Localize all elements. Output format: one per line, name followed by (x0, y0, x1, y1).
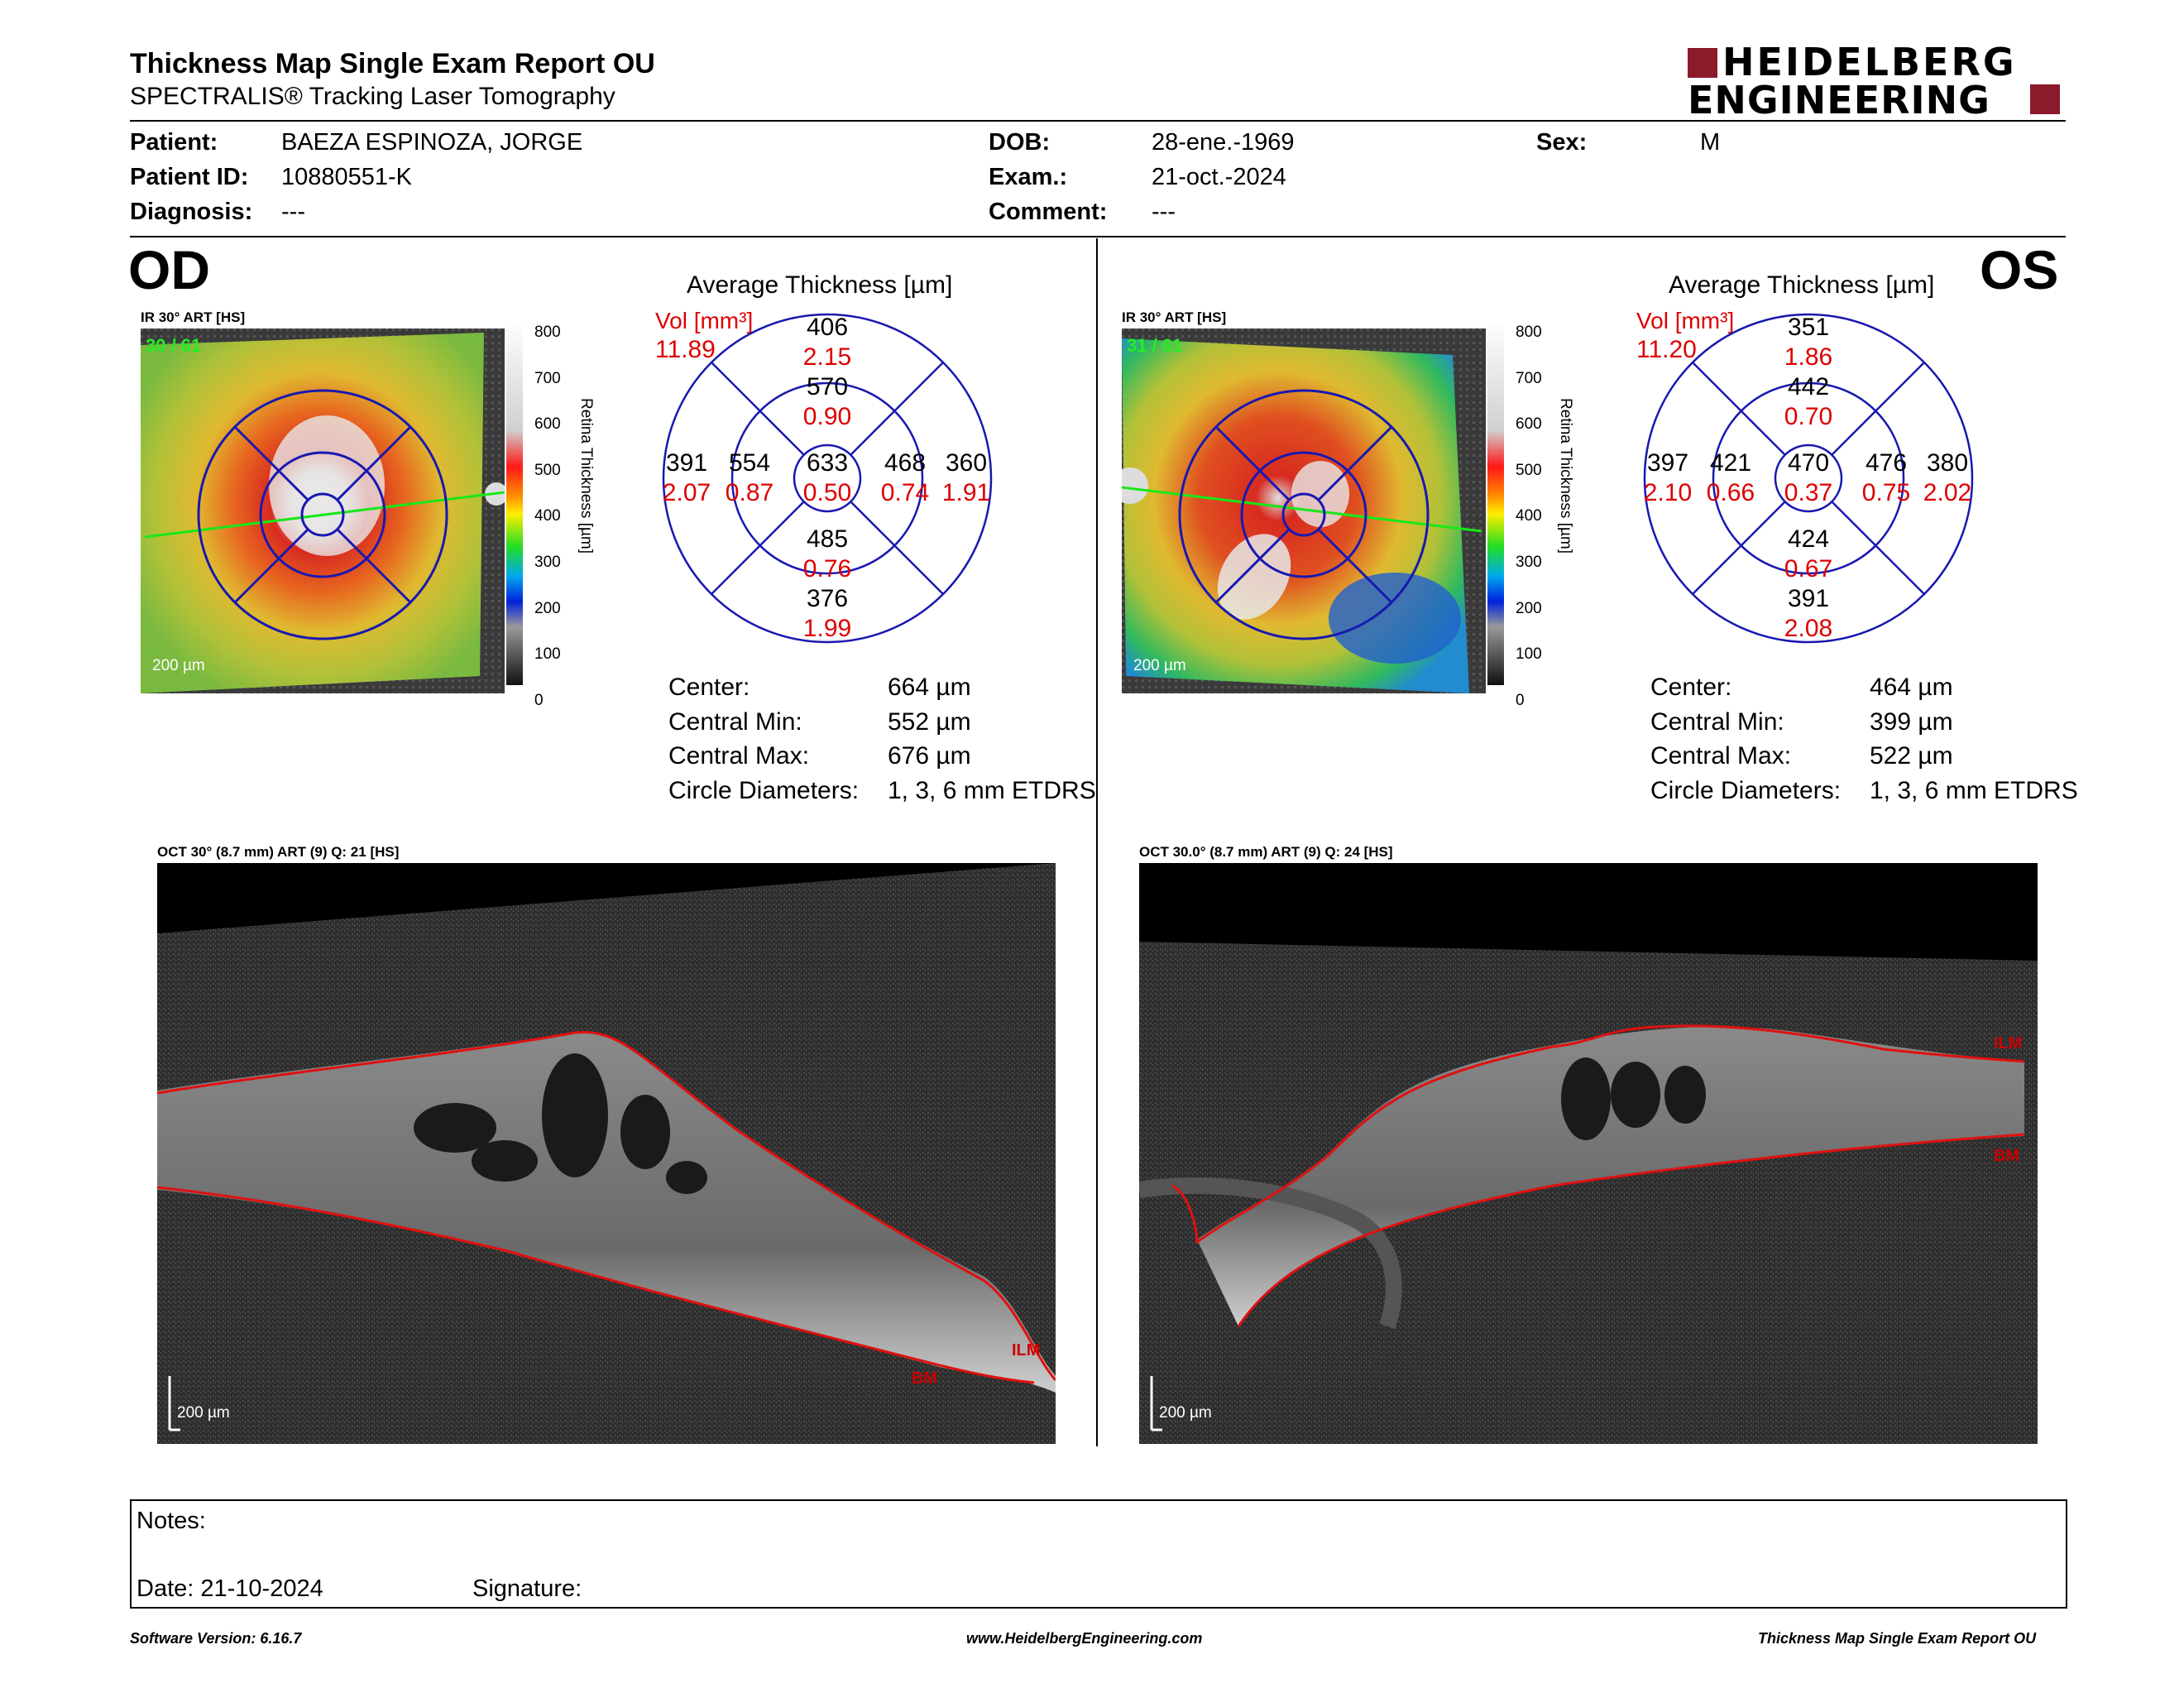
dob: 28-ene.-1969 (1152, 129, 1295, 156)
thickness-map-os: 31 / 61 200 µm (1122, 328, 1486, 693)
notes-box[interactable]: Notes: Date: 21-10-2024 Signature: (130, 1499, 2067, 1609)
ir-label-od: IR 30° ART [HS] (141, 309, 246, 325)
footer-website[interactable]: www.HeidelbergEngineering.com (966, 1630, 1203, 1647)
vol-total-od: 11.89 (655, 336, 716, 363)
logo-square-icon (2030, 84, 2060, 114)
oct-label-os: OCT 30.0° (8.7 mm) ART (9) Q: 24 [HS] (1139, 844, 1393, 860)
heidelberg-logo: HEIDELBERG ENGINEERING (1688, 40, 2068, 122)
footer-software-version: Software Version: 6.16.7 (130, 1630, 302, 1647)
oct-scale-bar-os: 200 µm (1159, 1404, 1212, 1422)
vol-label-os: Vol [mm³] (1636, 308, 1735, 333)
logo-square-icon (1688, 48, 1717, 78)
colorbar-axis-label-od: Retina Thickness [µm] (577, 398, 595, 554)
colorbar-od (506, 321, 523, 685)
oct-bscan-os: ILM BM 200 µm (1139, 863, 2038, 1444)
date-label: Date: 21-10-2024 (136, 1575, 323, 1602)
eye-label-od: OD (128, 239, 210, 300)
notes-label: Notes: (136, 1508, 206, 1534)
colorbar-ticks-os: 800 700 600 500 400 300 200 100 0 (1516, 324, 1542, 709)
ilm-label-od: ILM (1012, 1341, 1041, 1360)
avg-thickness-title-od: Average Thickness [µm] (687, 271, 953, 299)
frame-counter-os: 31 / 61 (1127, 335, 1183, 356)
etdrs-grid-od: 406 2.15 570 0.90 391 2.07 554 0.87 633 0.50 … (662, 313, 993, 644)
stats-values-od: 664 µm 552 µm 676 µm 1, 3, 6 mm ETDRS (888, 674, 1096, 804)
bm-label-os: BM (1994, 1147, 2020, 1165)
report-subtitle: SPECTRALIS® Tracking Laser Tomography (130, 83, 615, 110)
thickness-map-od: 30 / 61 200 µm (141, 328, 505, 693)
stats-values-os: 464 µm 399 µm 522 µm 1, 3, 6 mm ETDRS (1870, 674, 2078, 804)
footer-report-name: Thickness Map Single Exam Report OU (1758, 1630, 2037, 1647)
center-divider (1096, 238, 1098, 1446)
ir-label-os: IR 30° ART [HS] (1122, 309, 1227, 325)
divider (130, 236, 2066, 237)
scale-bar-od: 200 µm (152, 657, 205, 674)
stats-labels-os: Center: Central Min: Central Max: Circle Di… (1650, 674, 1842, 804)
signature-label: Signature: (472, 1575, 582, 1602)
vol-total-os: 11.20 (1636, 336, 1697, 363)
patient-name: BAEZA ESPINOZA, JORGE (281, 129, 583, 156)
colorbar-ticks-od: 800 700 600 500 400 300 200 100 0 (534, 324, 561, 709)
oct-bscan-od: ILM BM 200 µm (157, 863, 1056, 1444)
scale-bar-os: 200 µm (1133, 657, 1186, 674)
ilm-label-os: ILM (1994, 1034, 2023, 1053)
oct-label-od: OCT 30° (8.7 mm) ART (9) Q: 21 [HS] (157, 844, 400, 860)
frame-counter-od: 30 / 61 (146, 335, 202, 356)
sex: M (1700, 129, 1721, 156)
avg-thickness-title-os: Average Thickness [µm] (1669, 271, 1935, 299)
exam-date: 21-oct.-2024 (1152, 164, 1286, 190)
etdrs-grid-os: 351 1.86 442 0.70 397 2.10 421 0.66 470 0.37 … (1643, 313, 1974, 644)
diagnosis: --- (281, 199, 305, 225)
vol-label-od: Vol [mm³] (655, 308, 754, 333)
patient-id: 10880551-K (281, 164, 413, 190)
oct-scale-bar-od: 200 µm (177, 1404, 230, 1422)
divider (130, 120, 2066, 122)
bm-label-od: BM (912, 1369, 938, 1388)
colorbar-os (1487, 321, 1504, 685)
colorbar-axis-label-os: Retina Thickness [µm] (1557, 398, 1574, 554)
eye-label-os: OS (1980, 239, 2059, 300)
stats-labels-od: Center: Central Min: Central Max: Circle Di… (668, 674, 860, 804)
comment: --- (1152, 199, 1176, 225)
report-title: Thickness Map Single Exam Report OU (130, 48, 655, 79)
